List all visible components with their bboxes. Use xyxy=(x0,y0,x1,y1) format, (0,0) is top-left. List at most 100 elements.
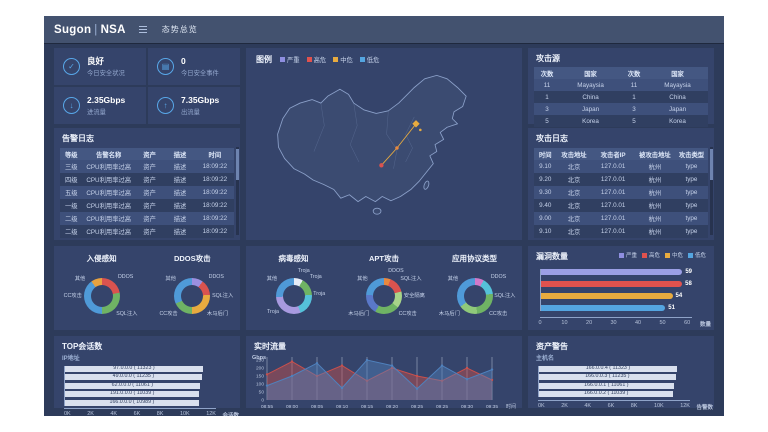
svg-text:Gbps: Gbps xyxy=(252,355,266,361)
table-row: 3 Japan 3 Japan xyxy=(534,103,708,115)
outflow-arrow-icon: ↑ xyxy=(157,97,174,114)
province-border xyxy=(405,116,415,162)
table-cell: CPU利用率过高 xyxy=(86,177,132,184)
hbar: 166.0.0.4 ( 11323 ) xyxy=(539,365,677,372)
attack-dot xyxy=(395,146,399,150)
alerts-x-axis: 0K 2K 4K 6K 8K 10K 12K 告警数 xyxy=(538,399,713,411)
donut-label: 木马后门 xyxy=(206,311,229,317)
donut-label: SQL注入 xyxy=(116,311,138,317)
bar-value: 58 xyxy=(685,281,692,287)
scrollbar-thumb[interactable] xyxy=(236,148,239,181)
donut-label: SQL注入 xyxy=(400,276,422,282)
vulnerability-panel: 漏洞数量 严重 高危 中危 低危 59 58 54 51 0 10 20 30 40 50 60 数量 xyxy=(528,246,714,330)
header: Sugon | NSA 态势总览 xyxy=(44,16,724,43)
table-cell: type xyxy=(685,202,698,209)
vbar xyxy=(541,305,666,311)
axis-tick: 10K xyxy=(653,402,664,409)
panel-title: TOP会话数 xyxy=(62,342,103,351)
table-cell: 资产 xyxy=(143,190,156,197)
inflow-arrow-icon: ↓ xyxy=(63,97,80,114)
table-cell: 杭州 xyxy=(648,164,662,171)
stat-label: 今日安全事件 xyxy=(181,69,219,77)
alerts-bars-plot: 166.0.0.4 ( 11323 ) 166.0.0.3 ( 11235 ) 16… xyxy=(538,365,690,397)
axis-label: 告警数 xyxy=(696,404,713,411)
table-cell: Mayaysia xyxy=(577,81,604,89)
virus-donut-chart: 病毒感知 Troja Troja Troja Troja 其他 xyxy=(251,246,337,324)
column-header: 资产 xyxy=(143,151,156,159)
panel-title: 资产警告 xyxy=(536,342,568,351)
donut-body: 其他 DDOS SQL注入 木马后门 CC攻击 xyxy=(149,264,235,324)
chart-title: DDOS攻击 xyxy=(173,254,211,263)
table-cell: 9.10 xyxy=(539,163,552,170)
table-row: 9.10 北京 127.0.01 杭州 type xyxy=(534,160,708,173)
donut-body: Troja Troja Troja Troja 其他 xyxy=(251,264,337,324)
hbar: 166.0.0.2 ( 11039 ) xyxy=(539,391,674,397)
table-cell: 资产 xyxy=(143,164,156,171)
table-cell: 9.40 xyxy=(539,202,552,209)
donut-label: CC攻击 xyxy=(63,293,82,299)
table-row: 9.40 北京 127.0.01 杭州 type xyxy=(534,199,708,212)
hbar: 62.0.0.0 ( 11061 ) xyxy=(65,382,200,389)
brand-sugon: Sugon xyxy=(54,23,92,36)
legend-item: 严重 xyxy=(618,251,637,259)
sessions-bars-plot: 97.0.0.0 ( 11323 ) 49.0.0.0 ( 11235 ) 62.0… xyxy=(64,365,216,406)
table-row: 二级 CPU利用率过高 资产 描述 18:09:22 xyxy=(60,225,234,238)
table-cell: 资产 xyxy=(143,216,156,223)
sessions-x-axis: 0K 2K 4K 6K 8K 10K 12K 会话数 xyxy=(64,408,239,416)
column-header: 攻击地址 xyxy=(561,151,587,159)
table-cell: CPU利用率过高 xyxy=(86,216,132,223)
column-header: 等级 xyxy=(65,151,78,159)
axis-tick: 10 xyxy=(561,320,568,326)
donut-body: DDOS SQL注入 安全隔离 CC攻击 木马后门 其他 xyxy=(341,264,427,324)
bar-value: 59 xyxy=(685,269,692,275)
donut-label: CC攻击 xyxy=(159,311,178,317)
table-cell: CPU利用率过高 xyxy=(86,203,132,210)
panel-title: 攻击日志 xyxy=(536,134,568,143)
donut-hole xyxy=(181,285,204,308)
hbar: 166.0.0.0 ( 10989 ) xyxy=(65,399,199,406)
scrollbar-thumb[interactable] xyxy=(710,148,713,181)
alarm-log-table: 等级 告警名称 资产 描述 时间 三级 CPU利用率过高 资产 描述 18:09:22 四级 CPU利… xyxy=(60,148,234,238)
table-cell: 北京 xyxy=(567,164,581,171)
tab-overview[interactable]: 态势总览 xyxy=(161,25,198,34)
donut-label: Troja xyxy=(297,268,310,274)
column-header: 国家 xyxy=(584,70,597,78)
virus-apt-protocol-panel: 病毒感知 Troja Troja Troja Troja 其他 APT攻击 DDOS SQ… xyxy=(246,246,522,330)
protocol-donut-chart: 应用协议类型 DDOS SQL注入 CC攻击 木马后门 其他 xyxy=(432,246,518,324)
svg-text:09:25: 09:25 xyxy=(436,404,448,410)
table-cell: Korea xyxy=(669,117,686,125)
menu-icon[interactable] xyxy=(138,25,147,34)
table-cell: 北京 xyxy=(567,203,581,210)
donut-label: 木马后门 xyxy=(348,311,370,317)
donut-label: DDOS xyxy=(388,268,404,274)
bar-value: 54 xyxy=(675,293,683,299)
y-axis-label: IP地址 xyxy=(62,356,80,362)
column-header: 告警名称 xyxy=(96,151,122,159)
taiwan-island xyxy=(423,180,430,190)
column-header: 攻击者IP xyxy=(600,151,626,159)
legend-item: 中危 xyxy=(664,251,683,259)
stat-label: 进流量 xyxy=(87,108,106,116)
donut-label: DDOS xyxy=(490,274,507,280)
table-cell: China xyxy=(669,93,686,101)
vbar-row: 58 xyxy=(541,281,692,287)
legend-item: 中危 xyxy=(333,55,353,64)
axis-tick: 2K xyxy=(561,402,568,409)
attack-marker-beijing xyxy=(412,120,420,128)
donut-label: SQL注入 xyxy=(212,293,234,299)
donut-label: DDOS xyxy=(117,274,134,280)
donut-label: 其他 xyxy=(266,276,278,282)
hbar-row: 166.0.0.2 ( 11039 ) xyxy=(539,391,690,397)
table-cell: 9.20 xyxy=(539,176,552,183)
alarm-log-panel: 告警日志 等级 告警名称 资产 描述 时间 三级 CPU利用率过高 资产 描述 18:09:22 四… xyxy=(54,128,240,240)
scrollbar[interactable] xyxy=(236,147,239,235)
column-header: 时间 xyxy=(208,151,222,159)
panel-title: 告警日志 xyxy=(62,134,94,143)
table-header-row: 时间 攻击地址 攻击者IP 被攻击地址 攻击类型 xyxy=(534,148,708,160)
province-border xyxy=(349,103,360,162)
scrollbar[interactable] xyxy=(710,147,713,235)
legend-item: 低危 xyxy=(359,55,379,64)
legend-chip xyxy=(333,57,339,62)
table-cell: 3 xyxy=(545,105,549,113)
table-cell: 四级 xyxy=(65,177,78,184)
